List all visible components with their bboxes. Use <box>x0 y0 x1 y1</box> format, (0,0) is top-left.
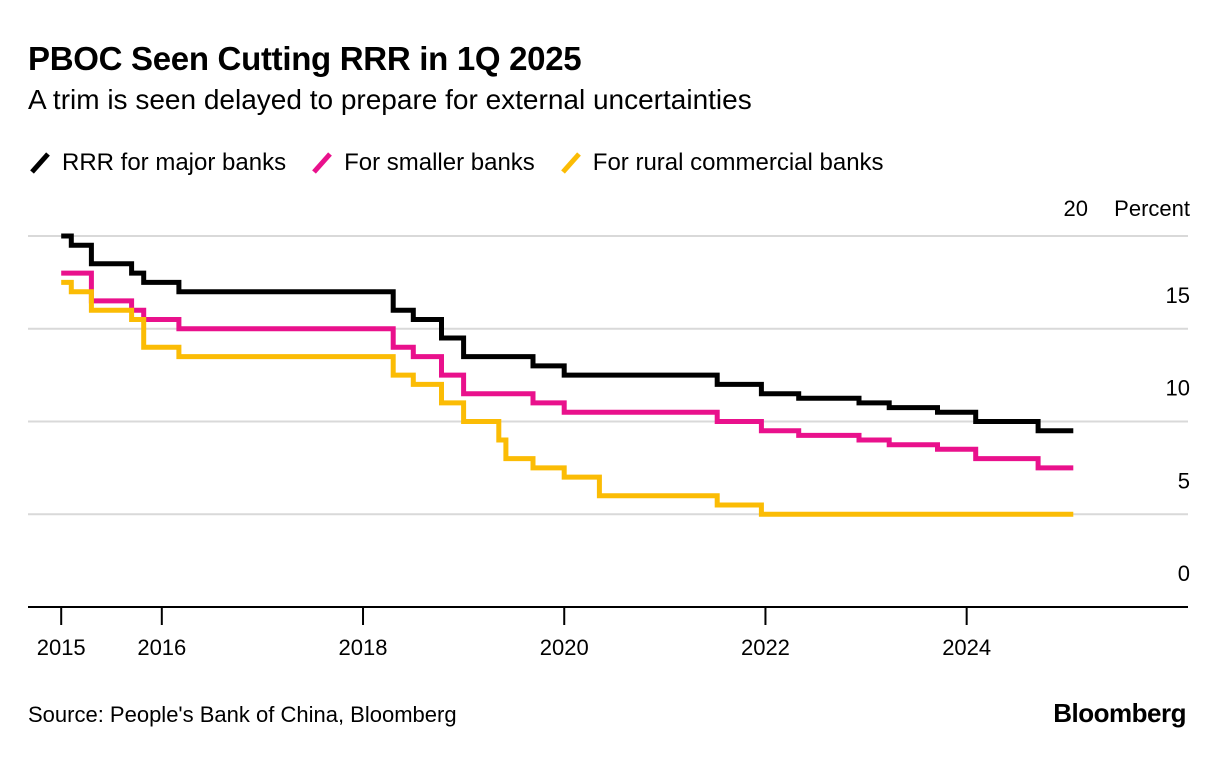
legend-item-rural-banks: For rural commercial banks <box>559 149 884 177</box>
bloomberg-logo: Bloomberg <box>1053 698 1186 728</box>
legend: RRR for major banks For smaller banks Fo… <box>28 146 908 180</box>
y-tick-label-15: 15 <box>1166 283 1190 308</box>
y-tick-label-10: 10 <box>1166 376 1190 401</box>
legend-swatch-rural-banks <box>560 152 581 174</box>
series-line-0 <box>61 233 1074 434</box>
source-note: Source: People's Bank of China, Bloomber… <box>28 702 457 727</box>
y-tick-label-0: 0 <box>1178 561 1190 586</box>
legend-item-major-banks: RRR for major banks <box>28 149 286 177</box>
y-tick-label-20: 20 <box>1064 196 1088 221</box>
y-tick-label-5: 5 <box>1178 468 1190 493</box>
legend-label-rural-banks: For rural commercial banks <box>592 149 884 176</box>
x-tick-label-2018: 2018 <box>339 635 388 660</box>
series-lines <box>61 233 1074 517</box>
chart-subtitle: A trim is seen delayed to prepare for ex… <box>28 84 752 115</box>
x-axis: 2015 2016 2018 2020 2022 2024 <box>28 606 1188 660</box>
legend-swatch-major-banks <box>30 152 50 174</box>
x-tick-label-2020: 2020 <box>540 635 589 660</box>
legend-label-major-banks: RRR for major banks <box>62 149 287 176</box>
x-tick-label-2015: 2015 <box>37 635 86 660</box>
x-tick-label-2022: 2022 <box>741 635 790 660</box>
legend-swatch-smaller-banks <box>312 152 332 174</box>
legend-label-smaller-banks: For smaller banks <box>344 149 535 176</box>
y-axis-unit-label: Percent <box>1114 196 1190 221</box>
legend-item-smaller-banks: For smaller banks <box>310 149 535 177</box>
chart-title: PBOC Seen Cutting RRR in 1Q 2025 <box>28 40 582 77</box>
x-tick-label-2024: 2024 <box>942 635 991 660</box>
series-line-2 <box>61 279 1074 517</box>
series-line-1 <box>61 270 1074 471</box>
x-tick-label-2016: 2016 <box>137 635 186 660</box>
y-axis: 0 5 10 15 20 Percent <box>1064 196 1190 586</box>
